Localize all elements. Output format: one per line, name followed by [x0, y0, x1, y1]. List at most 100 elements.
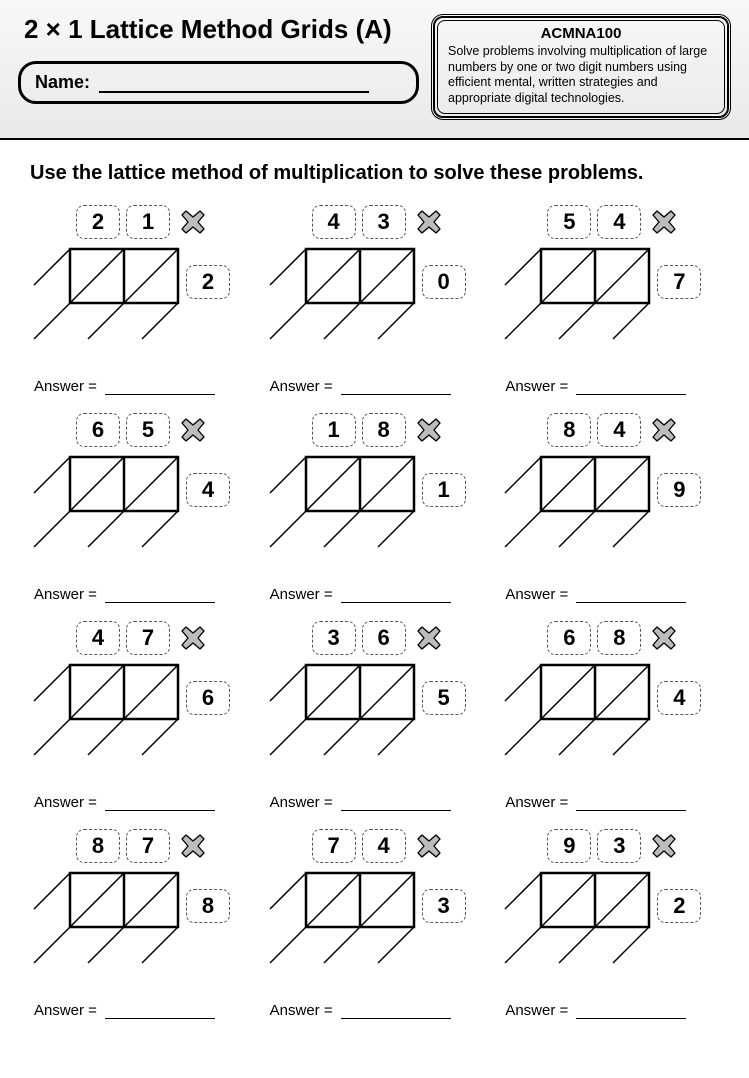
top-digit-2: 6	[362, 621, 406, 655]
curriculum-standard-box: ACMNA100 Solve problems involving multip…	[431, 14, 731, 120]
multiply-icon	[651, 209, 677, 235]
answer-row: Answer =	[34, 794, 215, 811]
answer-label: Answer =	[505, 586, 568, 603]
answer-label: Answer =	[270, 586, 333, 603]
side-digit: 6	[186, 681, 230, 715]
answer-row: Answer =	[505, 586, 686, 603]
answer-input-line[interactable]	[341, 385, 451, 395]
answer-input-line[interactable]	[576, 385, 686, 395]
side-digit: 0	[422, 265, 466, 299]
answer-label: Answer =	[34, 1002, 97, 1019]
side-digit: 1	[422, 473, 466, 507]
answer-input-line[interactable]	[341, 593, 451, 603]
multiply-icon	[416, 417, 442, 443]
multiply-icon	[651, 625, 677, 651]
answer-label: Answer =	[34, 586, 97, 603]
top-digit-1: 6	[547, 621, 591, 655]
multiply-icon	[180, 417, 206, 443]
side-digit: 9	[657, 473, 701, 507]
side-digit: 7	[657, 265, 701, 299]
answer-row: Answer =	[505, 1002, 686, 1019]
top-digit-1: 2	[76, 205, 120, 239]
multiply-icon	[180, 209, 206, 235]
answer-label: Answer =	[270, 794, 333, 811]
problems-grid: 2 1 2 Answer = 4 3 0 Answer = 5 4 7 Answ…	[0, 199, 749, 1035]
top-digit-2: 8	[362, 413, 406, 447]
answer-input-line[interactable]	[576, 801, 686, 811]
top-digit-2: 8	[597, 621, 641, 655]
answer-row: Answer =	[270, 794, 451, 811]
multiply-icon	[180, 625, 206, 651]
lattice-problem: 6 5 4 Answer =	[28, 413, 256, 609]
worksheet-header: 2 × 1 Lattice Method Grids (A) Name: ACM…	[0, 0, 749, 140]
top-digit-1: 6	[76, 413, 120, 447]
top-digit-1: 5	[547, 205, 591, 239]
name-field-box: Name:	[18, 61, 419, 104]
lattice-problem: 5 4 7 Answer =	[499, 205, 727, 401]
answer-label: Answer =	[270, 378, 333, 395]
side-digit: 3	[422, 889, 466, 923]
top-digit-1: 8	[76, 829, 120, 863]
side-digit: 2	[186, 265, 230, 299]
multiply-icon	[416, 209, 442, 235]
answer-input-line[interactable]	[105, 801, 215, 811]
side-digit: 4	[186, 473, 230, 507]
lattice-problem: 8 4 9 Answer =	[499, 413, 727, 609]
side-digit: 4	[657, 681, 701, 715]
top-digit-2: 7	[126, 829, 170, 863]
multiply-icon	[416, 833, 442, 859]
answer-row: Answer =	[270, 1002, 451, 1019]
lattice-problem: 7 4 3 Answer =	[264, 829, 492, 1025]
top-digit-2: 4	[597, 205, 641, 239]
answer-input-line[interactable]	[105, 1009, 215, 1019]
multiply-icon	[651, 833, 677, 859]
multiply-icon	[180, 833, 206, 859]
standard-code: ACMNA100	[448, 25, 714, 42]
multiply-icon	[651, 417, 677, 443]
lattice-problem: 3 6 5 Answer =	[264, 621, 492, 817]
answer-input-line[interactable]	[105, 385, 215, 395]
standard-description: Solve problems involving multiplication …	[448, 44, 714, 107]
top-digit-2: 4	[597, 413, 641, 447]
lattice-problem: 8 7 8 Answer =	[28, 829, 256, 1025]
top-digit-2: 1	[126, 205, 170, 239]
top-digit-1: 3	[312, 621, 356, 655]
answer-label: Answer =	[505, 378, 568, 395]
answer-input-line[interactable]	[576, 593, 686, 603]
top-digit-1: 1	[312, 413, 356, 447]
top-digit-2: 3	[362, 205, 406, 239]
top-digit-1: 8	[547, 413, 591, 447]
answer-row: Answer =	[270, 586, 451, 603]
answer-input-line[interactable]	[105, 593, 215, 603]
top-digit-1: 4	[312, 205, 356, 239]
answer-input-line[interactable]	[576, 1009, 686, 1019]
answer-label: Answer =	[34, 378, 97, 395]
side-digit: 5	[422, 681, 466, 715]
page-title: 2 × 1 Lattice Method Grids (A)	[18, 14, 419, 45]
lattice-problem: 6 8 4 Answer =	[499, 621, 727, 817]
top-digit-2: 7	[126, 621, 170, 655]
answer-input-line[interactable]	[341, 801, 451, 811]
answer-row: Answer =	[34, 586, 215, 603]
name-label: Name:	[35, 72, 90, 92]
answer-row: Answer =	[34, 378, 215, 395]
answer-row: Answer =	[505, 378, 686, 395]
top-digit-1: 7	[312, 829, 356, 863]
header-left: 2 × 1 Lattice Method Grids (A) Name:	[18, 14, 419, 104]
top-digit-2: 3	[597, 829, 641, 863]
answer-label: Answer =	[505, 1002, 568, 1019]
name-input-line[interactable]	[99, 79, 369, 93]
side-digit: 2	[657, 889, 701, 923]
instructions: Use the lattice method of multiplication…	[0, 140, 749, 199]
answer-row: Answer =	[270, 378, 451, 395]
answer-row: Answer =	[34, 1002, 215, 1019]
side-digit: 8	[186, 889, 230, 923]
lattice-problem: 4 3 0 Answer =	[264, 205, 492, 401]
answer-label: Answer =	[270, 1002, 333, 1019]
lattice-problem: 9 3 2 Answer =	[499, 829, 727, 1025]
answer-label: Answer =	[505, 794, 568, 811]
answer-row: Answer =	[505, 794, 686, 811]
answer-input-line[interactable]	[341, 1009, 451, 1019]
multiply-icon	[416, 625, 442, 651]
top-digit-1: 9	[547, 829, 591, 863]
